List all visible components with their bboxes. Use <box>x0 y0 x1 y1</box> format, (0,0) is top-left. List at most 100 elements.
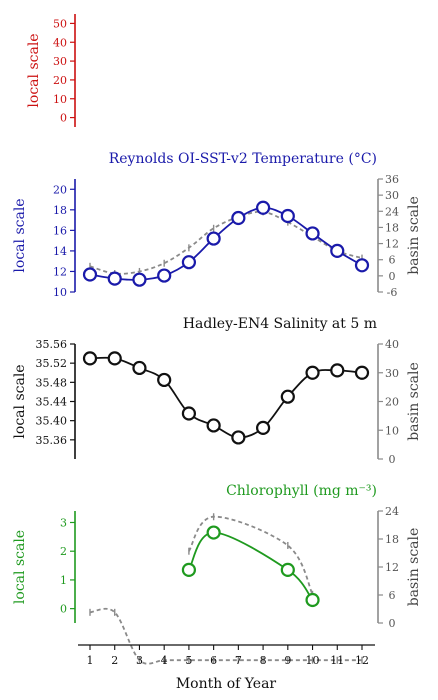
left-axis-label: local scale <box>12 364 28 438</box>
left-tick-label: 35.36 <box>36 434 68 447</box>
local-series-line <box>188 531 314 601</box>
right-tick-label: 10 <box>385 424 399 437</box>
local-data-point <box>255 420 271 435</box>
left-axis-label: local scale <box>12 198 28 272</box>
panel-1: 0 10 20 30 40 50 local scale <box>26 14 76 127</box>
local-series-line <box>89 356 363 439</box>
left-tick-label: 35.52 <box>36 357 68 370</box>
left-tick-label: 35.48 <box>36 376 68 389</box>
right-tick-label: 40 <box>385 338 399 351</box>
local-data-point <box>305 365 320 380</box>
x-tick-label: 2 <box>111 654 118 667</box>
x-tick-label: 4 <box>161 654 168 667</box>
left-tick-label: 30 <box>53 55 67 68</box>
right-tick-label: 0 <box>389 270 396 283</box>
local-data-point <box>132 272 147 287</box>
left-axis-label: local scale <box>26 33 42 107</box>
x-tick-label: 12 <box>355 654 369 667</box>
right-tick-label: 12 <box>385 238 399 251</box>
right-tick-label: 24 <box>385 205 399 218</box>
x-tick-label: 1 <box>87 654 94 667</box>
local-data-point <box>305 226 320 241</box>
local-data-point <box>280 389 295 404</box>
right-tick-label: 36 <box>385 173 399 186</box>
x-tick-label: 3 <box>136 654 143 667</box>
x-tick-label: 10 <box>306 654 320 667</box>
right-tick-label: -6 <box>387 286 398 299</box>
left-tick-label: 20 <box>53 74 67 87</box>
local-data-point <box>280 562 295 577</box>
panel-title: Chlorophyll (mg m⁻³) <box>226 483 377 499</box>
local-data-point <box>354 258 370 273</box>
right-axis-label: basin scale <box>406 528 422 607</box>
panel-2: Reynolds OI-SST-v2 Temperature (°C) 10 12 1… <box>12 151 422 299</box>
left-tick-label: 12 <box>53 265 67 278</box>
local-data-point <box>107 351 122 366</box>
local-data-point <box>305 592 320 608</box>
left-tick-label: 35.56 <box>36 338 68 351</box>
basin-series-line <box>89 607 362 665</box>
local-data-point <box>206 231 221 246</box>
right-tick-label: 6 <box>389 254 396 267</box>
left-tick-label: 35.44 <box>36 396 68 409</box>
panel-3: Hadley-EN4 Salinity at 5 m 35.36 35.40 35.4… <box>12 316 422 665</box>
left-tick-label: 20 <box>53 183 67 196</box>
local-data-point <box>181 562 197 577</box>
x-tick-label: 9 <box>284 654 291 667</box>
left-tick-label: 16 <box>53 224 67 237</box>
left-tick-label: 50 <box>53 17 67 30</box>
local-data-point <box>157 268 172 283</box>
right-tick-label: 12 <box>385 561 399 574</box>
left-tick-label: 3 <box>60 516 67 529</box>
local-data-point <box>280 208 295 224</box>
local-series-line <box>89 206 363 281</box>
local-data-point <box>354 365 370 380</box>
right-axis-label: basin scale <box>406 196 422 275</box>
panel-title: Hadley-EN4 Salinity at 5 m <box>183 316 377 332</box>
local-data-point <box>206 525 221 540</box>
right-tick-label: 30 <box>385 189 399 202</box>
right-tick-label: 24 <box>385 505 399 518</box>
basin-series-line <box>89 210 363 275</box>
local-data-point <box>206 418 221 433</box>
x-tick-label: 11 <box>330 654 344 667</box>
right-tick-label: 0 <box>389 453 396 466</box>
left-tick-label: 18 <box>53 204 67 217</box>
left-tick-label: 10 <box>53 93 67 106</box>
right-tick-label: 0 <box>389 617 396 630</box>
panel-title: Reynolds OI-SST-v2 Temperature (°C) <box>109 151 377 167</box>
left-tick-label: 0 <box>60 112 67 125</box>
right-tick-label: 30 <box>385 367 399 380</box>
x-tick-label: 7 <box>235 654 242 667</box>
left-tick-label: 2 <box>60 545 67 558</box>
right-tick-label: 18 <box>385 533 399 546</box>
x-axis-label: Month of Year <box>176 676 277 692</box>
x-tick-label: 5 <box>185 654 192 667</box>
basin-series-line <box>188 515 314 595</box>
left-tick-label: 14 <box>53 245 67 258</box>
right-tick-label: 18 <box>385 221 399 234</box>
local-data-point <box>231 430 246 445</box>
x-tick-label: 6 <box>210 654 217 667</box>
local-data-point <box>82 351 98 366</box>
right-tick-label: 6 <box>389 589 396 602</box>
local-data-point <box>82 267 98 282</box>
local-data-point <box>181 255 197 270</box>
left-tick-label: 40 <box>53 36 67 49</box>
left-tick-label: 0 <box>60 603 67 616</box>
left-tick-label: 35.40 <box>36 415 68 428</box>
left-tick-label: 10 <box>53 286 67 299</box>
local-data-point <box>330 243 345 259</box>
local-data-point <box>181 406 197 421</box>
local-data-point <box>107 271 122 286</box>
x-tick-label: 8 <box>260 654 267 667</box>
local-data-point <box>231 210 246 226</box>
left-axis-label: local scale <box>12 530 28 604</box>
local-data-point <box>132 360 147 376</box>
right-axis-label: basin scale <box>406 362 422 441</box>
right-tick-label: 20 <box>385 396 399 409</box>
